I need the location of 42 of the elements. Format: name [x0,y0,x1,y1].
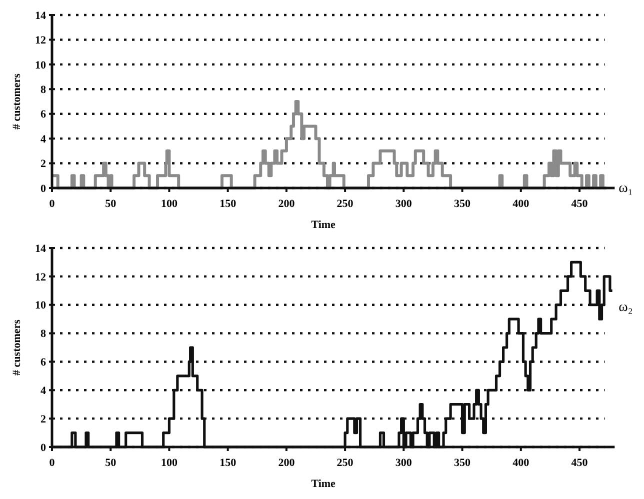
y-tick-label: 10 [35,59,46,72]
y-tick-label: 2 [40,158,46,170]
text: ω₁ [618,181,633,196]
y-tick-label: 4 [40,384,46,397]
x-tick-label: 450 [571,198,588,210]
y-tick-label: 0 [40,182,46,195]
x-axis-title: Time [311,478,336,490]
x-tick-label: 100 [160,198,178,210]
x-axis-title: Time [311,219,336,231]
x-tick-label: 400 [512,198,530,210]
y-tick-label: 8 [40,84,46,96]
x-tick-label: 400 [512,457,530,469]
x-tick-label: 150 [220,198,237,210]
y-tick-label: 6 [40,108,46,121]
y-tick-label: 4 [40,133,46,146]
x-tick-label: 0 [49,198,56,210]
y-tick-label: 10 [35,300,46,312]
y-tick-label: 2 [40,413,46,426]
x-tick-label: 0 [49,457,56,469]
x-tick-label: 200 [278,198,296,210]
y-tick-label: 14 [35,242,46,255]
y-tick-label: 12 [35,271,46,284]
x-tick-label: 50 [105,198,117,210]
x-tick-label: 350 [454,198,472,210]
x-tick-label: 100 [160,457,178,469]
y-tick-label: 8 [40,328,46,340]
y-tick-label: 6 [40,356,46,369]
x-tick-label: 250 [336,457,354,469]
x-tick-label: 350 [454,457,472,469]
x-tick-label: 250 [336,198,354,210]
text: ω₂ [618,300,633,315]
y-axis-title: # customers [11,318,23,376]
x-tick-label: 50 [105,457,117,469]
x-tick-label: 300 [395,198,412,210]
x-tick-label: 300 [395,457,412,469]
x-tick-label: 200 [278,457,296,469]
y-tick-label: 14 [35,10,46,22]
x-tick-label: 150 [220,457,237,469]
y-tick-label: 0 [40,442,46,454]
x-tick-label: 450 [571,457,588,469]
y-axis-title: # customers [11,72,23,130]
y-tick-label: 12 [35,34,46,47]
